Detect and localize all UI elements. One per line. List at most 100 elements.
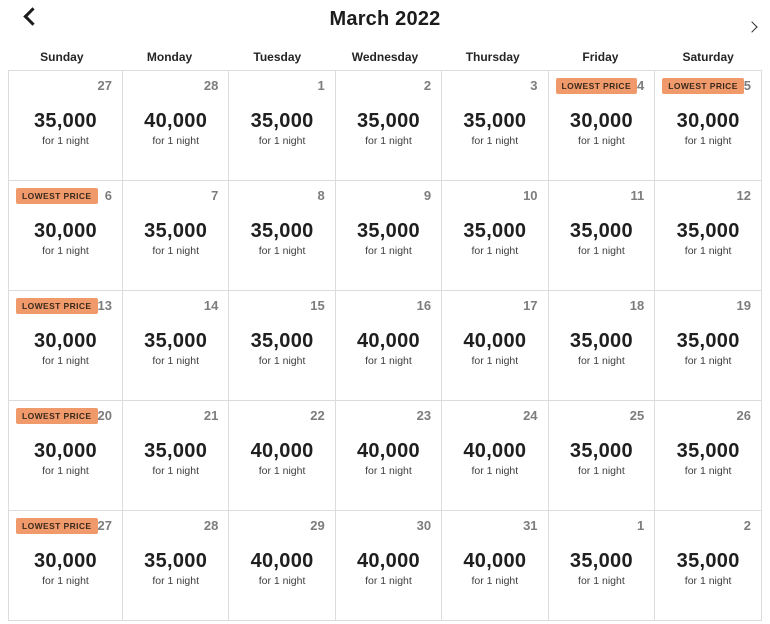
price-value: 35,000 (676, 440, 740, 462)
price-block: 35,000 for 1 night (442, 110, 547, 147)
calendar-day-cell[interactable]: LOWEST PRICE 4 30,000 for 1 night (548, 71, 656, 181)
calendar-day-cell[interactable]: 8 35,000 for 1 night (229, 181, 336, 291)
calendar-day-cell[interactable]: 9 35,000 for 1 night (335, 181, 443, 291)
calendar-day-cell[interactable]: 14 35,000 for 1 night (122, 291, 230, 401)
calendar-day-cell[interactable]: 2 35,000 for 1 night (335, 71, 443, 181)
cell-top-row: 25 (549, 401, 655, 427)
calendar-day-cell[interactable]: 26 35,000 for 1 night (655, 401, 762, 511)
lowest-price-badge: LOWEST PRICE (555, 78, 638, 94)
calendar-day-cell[interactable]: 3 35,000 for 1 night (442, 71, 549, 181)
day-number: 28 (203, 78, 219, 93)
calendar-day-cell[interactable]: 31 40,000 for 1 night (442, 511, 549, 621)
calendar-day-cell[interactable]: 23 40,000 for 1 night (335, 401, 443, 511)
calendar-day-cell[interactable]: 28 35,000 for 1 night (122, 511, 230, 621)
price-block: 40,000 for 1 night (229, 440, 334, 477)
per-night-label: for 1 night (365, 575, 412, 587)
day-number: 18 (629, 298, 645, 313)
day-number: 30 (416, 518, 432, 533)
price-value: 30,000 (33, 330, 97, 352)
price-value: 35,000 (676, 330, 740, 352)
price-value: 30,000 (569, 110, 633, 132)
day-number: 29 (310, 518, 325, 533)
calendar-day-cell[interactable]: 25 35,000 for 1 night (548, 401, 656, 511)
price-block: 35,000 for 1 night (655, 440, 761, 477)
calendar-day-cell[interactable]: LOWEST PRICE 5 30,000 for 1 night (655, 71, 762, 181)
calendar-day-cell[interactable]: 7 35,000 for 1 night (122, 181, 230, 291)
per-night-label: for 1 night (152, 135, 200, 147)
day-number: 3 (530, 78, 538, 93)
price-block: 35,000 for 1 night (655, 220, 761, 257)
per-night-label: for 1 night (258, 465, 306, 477)
prev-month-button[interactable] (22, 6, 43, 27)
per-night-label: for 1 night (684, 465, 732, 477)
calendar-day-cell[interactable]: 28 40,000 for 1 night (122, 71, 230, 181)
price-value: 40,000 (463, 330, 527, 352)
cell-top-row: LOWEST PRICE 13 (9, 291, 122, 317)
calendar-day-cell[interactable]: 24 40,000 for 1 night (442, 401, 549, 511)
calendar-day-cell[interactable]: 17 40,000 for 1 night (442, 291, 549, 401)
price-block: 35,000 for 1 night (123, 220, 228, 257)
calendar-day-cell[interactable]: 30 40,000 for 1 night (335, 511, 443, 621)
calendar-day-cell[interactable]: 27 35,000 for 1 night (9, 71, 123, 181)
calendar-day-cell[interactable]: LOWEST PRICE 13 30,000 for 1 night (9, 291, 123, 401)
cell-top-row: 15 (229, 291, 334, 317)
price-value: 35,000 (33, 110, 97, 132)
calendar-day-cell[interactable]: 22 40,000 for 1 night (229, 401, 336, 511)
calendar-day-cell[interactable]: 12 35,000 for 1 night (655, 181, 762, 291)
cell-top-row: 29 (229, 511, 334, 537)
price-value: 35,000 (676, 220, 740, 242)
calendar-day-cell[interactable]: 15 35,000 for 1 night (229, 291, 336, 401)
price-value: 40,000 (144, 110, 208, 132)
cell-top-row: 2 (336, 71, 441, 97)
calendar-day-cell[interactable]: 19 35,000 for 1 night (655, 291, 762, 401)
price-block: 30,000 for 1 night (655, 110, 761, 147)
lowest-price-badge: LOWEST PRICE (16, 518, 98, 534)
calendar-day-cell[interactable]: 10 35,000 for 1 night (442, 181, 549, 291)
cell-top-row: 1 (549, 511, 655, 537)
cell-top-row: 28 (123, 511, 228, 537)
day-number: 27 (97, 78, 112, 93)
day-number: 12 (736, 188, 751, 203)
price-value: 35,000 (144, 330, 208, 352)
calendar-day-cell[interactable]: 29 40,000 for 1 night (229, 511, 336, 621)
price-value: 35,000 (250, 110, 314, 132)
calendar-day-cell[interactable]: 2 35,000 for 1 night (655, 511, 762, 621)
cell-top-row: 7 (123, 181, 228, 207)
day-number: 5 (743, 78, 751, 93)
price-block: 35,000 for 1 night (655, 550, 761, 587)
price-block: 35,000 for 1 night (549, 440, 655, 477)
calendar-day-cell[interactable]: 1 35,000 for 1 night (548, 511, 656, 621)
price-value: 30,000 (33, 220, 97, 242)
cell-top-row: LOWEST PRICE 20 (9, 401, 122, 427)
cell-top-row: LOWEST PRICE 4 (549, 71, 655, 97)
per-night-label: for 1 night (471, 135, 519, 147)
calendar-day-cell[interactable]: LOWEST PRICE 27 30,000 for 1 night (9, 511, 123, 621)
calendar-day-cell[interactable]: 16 40,000 for 1 night (335, 291, 443, 401)
price-block: 30,000 for 1 night (9, 440, 122, 477)
calendar-day-cell[interactable]: 11 35,000 for 1 night (548, 181, 656, 291)
price-value: 40,000 (250, 550, 314, 572)
per-night-label: for 1 night (684, 135, 732, 147)
price-block: 35,000 for 1 night (442, 220, 547, 257)
day-number: 10 (523, 188, 538, 203)
day-number: 8 (317, 188, 325, 203)
cell-top-row: 11 (549, 181, 655, 207)
calendar-day-cell[interactable]: LOWEST PRICE 20 30,000 for 1 night (9, 401, 123, 511)
per-night-label: for 1 night (471, 575, 519, 587)
next-month-button[interactable] (744, 19, 760, 35)
per-night-label: for 1 night (578, 575, 625, 587)
price-block: 40,000 for 1 night (123, 110, 228, 147)
calendar-day-cell[interactable]: LOWEST PRICE 6 30,000 for 1 night (9, 181, 123, 291)
per-night-label: for 1 night (365, 465, 412, 477)
per-night-label: for 1 night (42, 135, 89, 147)
cell-top-row: 16 (336, 291, 441, 317)
calendar-day-cell[interactable]: 1 35,000 for 1 night (229, 71, 336, 181)
cell-top-row: 1 (229, 71, 334, 97)
price-value: 35,000 (144, 440, 208, 462)
calendar-day-cell[interactable]: 18 35,000 for 1 night (548, 291, 656, 401)
price-block: 35,000 for 1 night (123, 330, 228, 367)
weekday-label: Friday (582, 50, 619, 64)
day-number: 4 (637, 78, 645, 93)
calendar-day-cell[interactable]: 21 35,000 for 1 night (122, 401, 230, 511)
